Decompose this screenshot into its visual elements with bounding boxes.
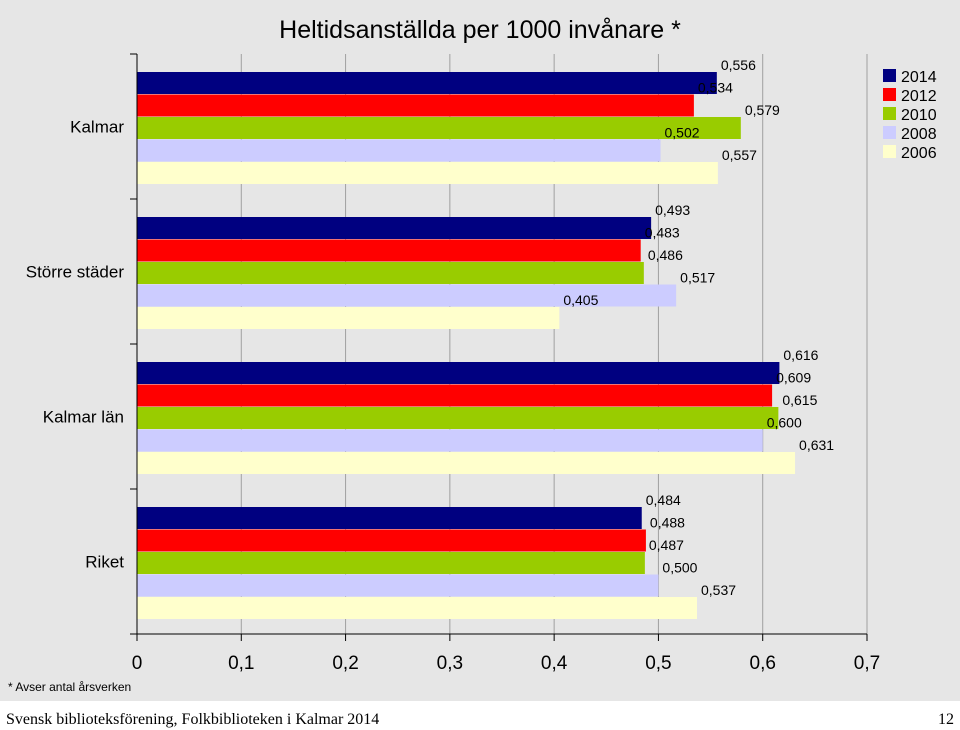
data-label: 0,486 (648, 247, 683, 263)
x-tick-label: 0,5 (645, 653, 671, 674)
legend-entry: 2010 (901, 107, 937, 124)
data-label: 0,517 (680, 270, 715, 286)
footnote: * Avser antal årsverken (8, 680, 132, 694)
data-label: 0,493 (655, 202, 690, 218)
data-label: 0,500 (662, 560, 697, 576)
page-number: 12 (938, 711, 954, 728)
data-label: 0,487 (649, 537, 684, 553)
bar (137, 307, 560, 329)
legend-swatch (883, 145, 896, 158)
bar (137, 362, 780, 384)
bar (137, 117, 741, 139)
x-tick-label: 0,1 (228, 653, 254, 674)
legend-entry: 2008 (901, 126, 937, 143)
data-label: 0,609 (776, 370, 811, 386)
data-label: 0,616 (783, 347, 818, 363)
x-tick-label: 0,6 (750, 653, 776, 674)
x-tick-label: 0,4 (541, 653, 568, 674)
data-label: 0,600 (767, 415, 802, 431)
data-label: 0,556 (721, 57, 756, 73)
category-label: Kalmar län (43, 408, 124, 427)
bar (137, 552, 645, 574)
legend: 2014 2012 2010 2008 2006 (883, 69, 937, 162)
data-label: 0,502 (665, 125, 700, 141)
bar (137, 217, 652, 239)
bar (137, 452, 796, 474)
bar (137, 597, 698, 619)
legend-swatch (883, 69, 896, 82)
bars (137, 72, 796, 619)
data-label: 0,483 (645, 225, 680, 241)
data-label: 0,615 (782, 392, 817, 408)
category-label: Kalmar (70, 118, 124, 137)
legend-swatch (883, 126, 896, 139)
bar (137, 574, 659, 597)
footer-bar (0, 701, 960, 730)
labels: 0 0,1 0,2 0,3 0,4 0,5 0,6 0,7 0,556 0,534 0,579 0,5… (26, 57, 880, 674)
legend-entry: 2012 (901, 88, 937, 105)
bar (137, 284, 677, 307)
data-label: 0,405 (563, 292, 598, 308)
legend-swatch (883, 107, 896, 120)
data-label: 0,537 (701, 582, 736, 598)
data-label: 0,484 (646, 492, 681, 508)
x-tick-label: 0,2 (332, 653, 358, 674)
x-tick-label: 0 (132, 653, 143, 674)
bar (137, 429, 763, 452)
bar (137, 262, 644, 284)
legend-swatch (883, 88, 896, 101)
bar (137, 94, 694, 117)
data-label: 0,631 (799, 437, 834, 453)
bar (137, 239, 641, 262)
footer-text: Svensk biblioteksförening, Folkbibliotek… (6, 711, 380, 728)
data-label: 0,557 (722, 147, 757, 163)
bar (137, 407, 779, 429)
bar (137, 507, 642, 529)
category-label: Större städer (26, 263, 125, 282)
chart-title: Heltidsanställda per 1000 invånare * (279, 16, 681, 44)
bar (137, 139, 661, 162)
axes (130, 53, 868, 641)
data-label: 0,488 (650, 515, 685, 531)
legend-entry: 2014 (901, 69, 937, 86)
data-label: 0,579 (745, 102, 780, 118)
x-tick-label: 0,3 (437, 653, 463, 674)
category-label: Riket (85, 553, 124, 572)
x-tick-label: 0,7 (854, 653, 880, 674)
bar (137, 162, 718, 184)
bar (137, 72, 717, 94)
bar-chart: 0 0,1 0,2 0,3 0,4 0,5 0,6 0,7 0,556 0,534 0,579 0,5… (26, 16, 937, 674)
bar (137, 384, 773, 407)
bar (137, 529, 646, 552)
legend-entry: 2006 (901, 145, 937, 162)
data-label: 0,534 (698, 80, 733, 96)
